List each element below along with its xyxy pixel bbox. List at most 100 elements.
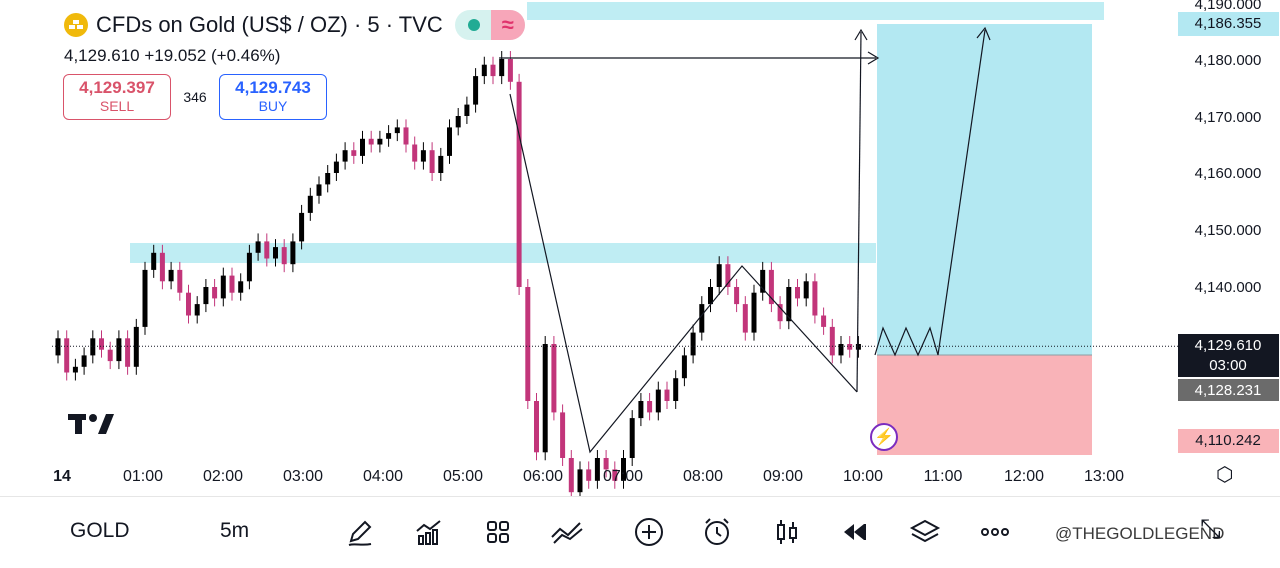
candle-body <box>177 269 183 293</box>
candle-body <box>307 195 313 213</box>
candle-body <box>159 252 165 282</box>
layers-icon[interactable] <box>908 515 942 549</box>
stop-price-tag <box>1178 429 1279 453</box>
candle-body <box>386 133 392 139</box>
candle-body <box>281 247 287 265</box>
candle-body <box>812 281 818 316</box>
indicators-icon[interactable] <box>412 515 446 549</box>
candle-body <box>586 469 592 481</box>
candle-body <box>455 116 461 128</box>
candle-body <box>708 287 713 305</box>
y-tick-label: 4,180.000 <box>1195 52 1262 69</box>
timeframe-button[interactable]: 5m <box>220 519 250 542</box>
candle-body <box>368 138 374 145</box>
chart-settings-icon[interactable]: ⬡ <box>1216 464 1234 486</box>
profit-target-zone <box>877 24 1092 355</box>
buy-button[interactable]: 4,129.743 BUY <box>219 74 327 120</box>
x-tick-label: 10:00 <box>843 468 883 485</box>
x-tick-label: 01:00 <box>123 468 163 485</box>
sell-price: 4,129.397 <box>79 78 155 97</box>
candle-body <box>464 104 470 116</box>
symbol-title[interactable]: CFDs on Gold (US$ / OZ) · 5 · TVC <box>96 12 443 37</box>
candle-body <box>325 173 331 185</box>
resistance-zone <box>130 243 876 263</box>
symbol-button[interactable]: GOLD <box>70 519 130 542</box>
candle-body <box>534 401 539 453</box>
candle-body <box>734 287 740 305</box>
candle-body <box>742 304 748 333</box>
y-tick-label: 4,140.000 <box>1195 279 1262 296</box>
wave-icon: ≈ <box>490 10 525 40</box>
candle-body <box>673 378 679 401</box>
candle-body <box>81 355 87 367</box>
x-tick-label: 12:00 <box>1004 468 1044 485</box>
candle-body <box>133 326 139 367</box>
buy-label: BUY <box>258 98 288 114</box>
candle-body <box>447 127 452 156</box>
drawings-icon[interactable] <box>550 515 584 549</box>
candle-body <box>551 344 557 413</box>
candle-body <box>90 338 96 356</box>
candle-body <box>333 161 339 173</box>
candle-body <box>516 81 522 287</box>
x-tick-label: 02:00 <box>203 468 243 485</box>
candle-body <box>194 304 200 316</box>
y-tick-label: 4,190.000 <box>1195 0 1262 13</box>
stop-loss-zone <box>877 355 1092 455</box>
x-tick-label: 11:00 <box>924 468 963 485</box>
candle-body <box>99 338 104 350</box>
candle-body <box>316 184 322 196</box>
candle-body <box>107 349 113 362</box>
x-tick-label: 04:00 <box>363 468 403 485</box>
candle-body <box>786 287 792 322</box>
price-quote: 4,129.610 +19.052 (+0.46%) <box>64 46 281 65</box>
candle-body <box>238 281 244 293</box>
candle-body <box>542 344 548 453</box>
candle-body <box>351 150 357 156</box>
candle-body <box>681 355 687 379</box>
more-icon[interactable] <box>978 515 1012 549</box>
pencil-icon[interactable] <box>343 515 377 549</box>
candle-body <box>768 269 774 305</box>
candle-body <box>429 150 435 173</box>
candle-body <box>594 458 600 481</box>
buy-price: 4,129.743 <box>235 78 311 97</box>
candle-body <box>116 338 122 362</box>
price-chart[interactable]: 4,190.000 4,180.000 4,170.000 4,160.000 4,15… <box>0 0 1280 496</box>
candle-body <box>821 315 827 327</box>
alert-icon[interactable] <box>700 515 734 549</box>
candle-body <box>638 401 644 419</box>
candle-body <box>264 241 270 259</box>
candle-body <box>568 458 574 493</box>
candle-body <box>212 287 218 299</box>
candle-body <box>725 264 731 287</box>
candle-body <box>716 264 722 287</box>
entry-price-text: 4,128.231 <box>1195 382 1262 399</box>
candle-body <box>751 292 757 333</box>
replay-icon[interactable] <box>838 515 872 549</box>
x-tick-label: 03:00 <box>283 468 323 485</box>
sell-button[interactable]: 4,129.397 SELL <box>63 74 171 120</box>
market-status-pill[interactable]: ≈ <box>454 10 525 40</box>
x-tick-label: 09:00 <box>763 468 803 485</box>
candle-body <box>621 458 626 481</box>
x-tick-label: 13:00 <box>1084 468 1124 485</box>
zigzag-projection-drawing <box>874 29 986 357</box>
expand-icon[interactable]: ⤡ <box>1200 513 1221 543</box>
candle-body <box>629 418 635 458</box>
swing-path-drawing <box>509 93 858 454</box>
target-price-tag <box>1178 12 1279 36</box>
entry-price-tag <box>1178 379 1279 401</box>
y-tick-label: 4,150.000 <box>1195 222 1262 239</box>
add-icon[interactable] <box>632 515 666 549</box>
candle-body <box>72 366 78 373</box>
candle-body <box>203 287 209 305</box>
candle-body <box>664 389 670 401</box>
candle-body <box>803 281 809 299</box>
layouts-icon[interactable] <box>481 515 515 549</box>
candle-body <box>64 338 70 373</box>
candle-body <box>525 287 531 401</box>
candles-icon[interactable] <box>770 515 804 549</box>
lightning-icon[interactable]: ⚡ <box>870 423 898 451</box>
bottom-toolbar: GOLD 5m @THEGOLDLEGEND ⤡ <box>0 496 1280 568</box>
